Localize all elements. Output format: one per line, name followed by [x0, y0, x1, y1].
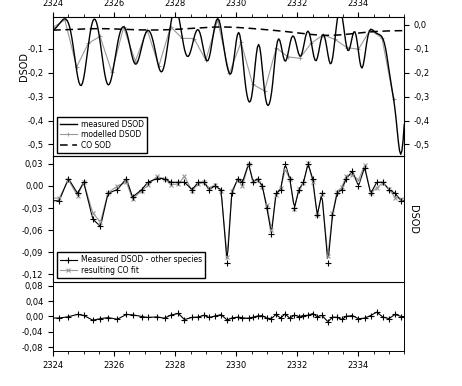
Y-axis label: DSOD: DSOD: [408, 205, 418, 234]
Legend: measured DSOD, modelled DSOD, CO SOD: measured DSOD, modelled DSOD, CO SOD: [57, 117, 147, 153]
Legend: Measured DSOD - other species, resulting CO fit: Measured DSOD - other species, resulting…: [57, 252, 205, 278]
Y-axis label: DSOD: DSOD: [18, 52, 29, 81]
